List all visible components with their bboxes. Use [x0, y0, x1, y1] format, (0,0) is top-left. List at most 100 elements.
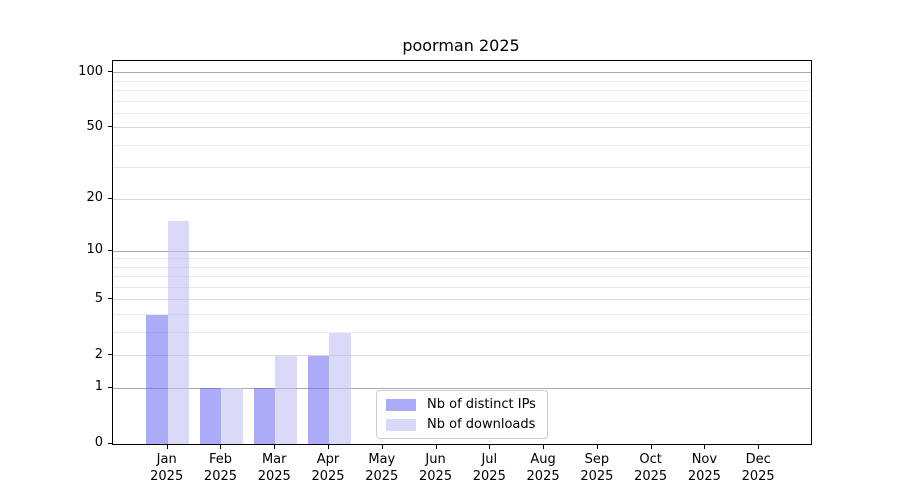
- y-tick-mark: [108, 249, 112, 251]
- x-tick-label-dec: Dec 2025: [726, 451, 790, 485]
- x-tick-label-oct: Oct 2025: [619, 451, 683, 485]
- gridlines-layer: [113, 61, 811, 444]
- y-tick-label: 20: [86, 190, 103, 206]
- legend-swatch-distinct-ips: [386, 398, 416, 411]
- y-tick-mark: [108, 386, 112, 388]
- y-tick-label: 0: [94, 435, 103, 450]
- x-tick-label-sep: Sep 2025: [565, 451, 629, 485]
- bar-distinct-ips-jan: [146, 314, 168, 444]
- gridline-major: [113, 250, 811, 252]
- x-tick-month: Aug: [530, 452, 556, 467]
- x-tick-month: Mar: [261, 452, 287, 467]
- y-tick-label: 5: [94, 290, 103, 306]
- x-tick-month: Jul: [481, 452, 498, 467]
- gridline-minor: [113, 144, 811, 146]
- x-tick-year: 2025: [580, 469, 614, 484]
- plot-area: Nb of distinct IPs Nb of downloads: [112, 60, 812, 445]
- legend: Nb of distinct IPs Nb of downloads: [376, 390, 548, 439]
- bar-downloads-feb: [221, 388, 243, 444]
- y-tick-mark: [108, 126, 112, 128]
- gridline-major: [113, 72, 811, 74]
- y-tick-label: 100: [78, 63, 103, 79]
- gridline-minor: [113, 167, 811, 169]
- x-tick-month: May: [368, 452, 396, 467]
- gridline-minor: [113, 90, 811, 92]
- x-tick-year: 2025: [741, 469, 775, 484]
- gridline-mid: [113, 127, 811, 129]
- y-tick-mark: [108, 354, 112, 356]
- y-tick-mark: [108, 298, 112, 300]
- legend-item-downloads: Nb of downloads: [386, 417, 536, 432]
- x-tick-mark: [543, 445, 545, 449]
- x-tick-month: Jun: [425, 452, 446, 467]
- bar-distinct-ips-apr: [307, 355, 329, 444]
- legend-swatch-downloads: [386, 418, 416, 431]
- gridline-minor: [113, 80, 811, 82]
- gridline-mid: [113, 355, 811, 357]
- x-tick-mark: [489, 445, 491, 449]
- gridline-minor: [113, 276, 811, 278]
- x-tick-month: Nov: [691, 452, 718, 467]
- x-tick-year: 2025: [203, 469, 238, 484]
- gridline-mid: [113, 198, 811, 200]
- x-tick-label-apr: Apr 2025: [296, 451, 360, 485]
- gridline-minor: [113, 266, 811, 268]
- x-tick-label-jul: Jul 2025: [457, 451, 521, 485]
- x-tick-mark: [758, 445, 760, 449]
- x-tick-mark: [435, 445, 437, 449]
- x-tick-mark: [166, 445, 168, 449]
- x-tick-mark: [328, 445, 329, 449]
- bars-layer: [113, 61, 811, 444]
- y-tick-mark: [108, 197, 112, 199]
- legend-label-distinct-ips: Nb of distinct IPs: [427, 397, 536, 412]
- y-tick-label: 50: [86, 118, 103, 134]
- x-tick-year: 2025: [526, 469, 560, 484]
- gridline-minor: [113, 314, 811, 316]
- gridline-minor: [113, 286, 811, 288]
- bar-distinct-ips-mar: [253, 388, 276, 444]
- x-tick-year: 2025: [419, 469, 453, 484]
- x-tick-year: 2025: [257, 469, 291, 484]
- x-tick-label-jan: Jan 2025: [135, 451, 199, 485]
- gridline-minor: [113, 332, 811, 333]
- x-tick-year: 2025: [150, 469, 184, 484]
- x-tick-mark: [650, 445, 652, 449]
- x-tick-year: 2025: [687, 469, 721, 484]
- legend-item-distinct-ips: Nb of distinct IPs: [386, 397, 536, 412]
- x-tick-label-feb: Feb 2025: [188, 451, 252, 485]
- bar-downloads-jan: [167, 221, 190, 444]
- x-tick-mark: [381, 445, 383, 449]
- x-tick-year: 2025: [472, 469, 506, 484]
- gridline-minor: [113, 112, 811, 114]
- x-tick-label-nov: Nov 2025: [672, 451, 736, 485]
- gridline-major: [113, 387, 811, 389]
- x-tick-year: 2025: [634, 469, 668, 484]
- x-tick-month: Jan: [156, 452, 177, 467]
- x-tick-mark: [596, 445, 598, 449]
- gridline-mid: [113, 299, 811, 301]
- legend-label-downloads: Nb of downloads: [427, 417, 536, 432]
- y-tick-label: 1: [94, 379, 103, 395]
- bar-downloads-apr: [329, 332, 351, 444]
- x-tick-mark: [274, 445, 276, 449]
- gridline-minor: [113, 258, 811, 260]
- y-tick-mark: [108, 71, 112, 73]
- x-tick-year: 2025: [365, 469, 399, 484]
- y-tick-label: 2: [94, 346, 103, 362]
- x-tick-label-aug: Aug 2025: [511, 451, 575, 485]
- chart-title: poorman 2025: [402, 36, 520, 55]
- x-tick-month: Sep: [584, 452, 610, 467]
- bar-distinct-ips-feb: [199, 388, 222, 444]
- y-tick-mark: [108, 442, 112, 444]
- x-tick-label-may: May 2025: [350, 451, 414, 485]
- x-tick-month: Apr: [316, 452, 340, 467]
- x-tick-month: Oct: [639, 452, 662, 467]
- x-tick-label-jun: Jun 2025: [404, 451, 468, 485]
- bar-downloads-mar: [275, 355, 297, 444]
- x-tick-year: 2025: [311, 469, 345, 484]
- gridline-minor: [113, 100, 811, 102]
- x-tick-month: Feb: [208, 452, 232, 467]
- x-tick-month: Dec: [745, 452, 771, 467]
- y-tick-label: 10: [86, 242, 103, 258]
